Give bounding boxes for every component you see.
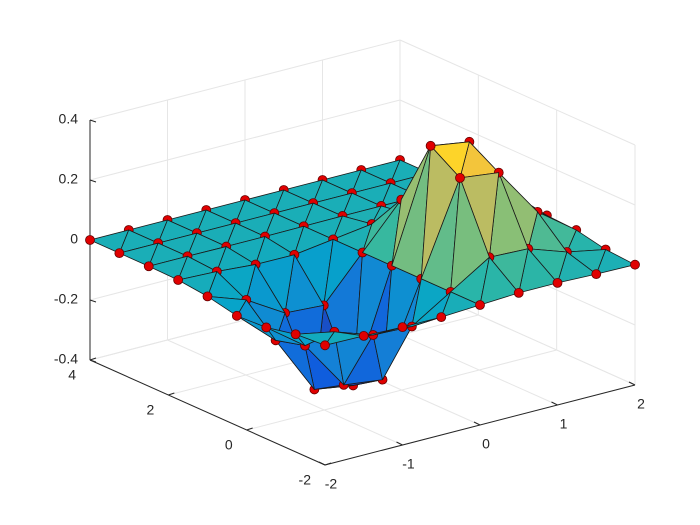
y-tick (89, 357, 97, 361)
x-tick (473, 421, 481, 426)
data-marker (475, 300, 485, 310)
x-tick (628, 381, 636, 386)
grid-line (89, 39, 401, 121)
surface-face (177, 271, 218, 297)
grid-line (399, 39, 636, 146)
data-marker (114, 248, 125, 259)
z-tick (89, 179, 97, 183)
data-marker (85, 235, 95, 245)
x-tick (551, 401, 558, 406)
data-marker (202, 291, 213, 302)
y-tick (168, 392, 175, 396)
data-marker (436, 312, 447, 323)
x-tick-label: 1 (560, 416, 568, 432)
data-marker (290, 329, 301, 340)
data-marker (261, 322, 272, 333)
grid-line (246, 349, 557, 431)
data-marker (231, 310, 242, 321)
data-marker (320, 340, 330, 351)
z-tick-label: 0 (70, 231, 78, 247)
data-marker (173, 275, 184, 285)
data-marker (397, 322, 408, 333)
grid-line (167, 339, 403, 446)
z-tick (89, 299, 97, 303)
data-marker (630, 259, 640, 270)
y-tick (324, 462, 332, 466)
data-marker (552, 277, 563, 288)
surface-face (479, 256, 520, 306)
z-tick-label: 0.4 (59, 111, 79, 127)
data-marker (513, 287, 524, 298)
x-tick (318, 461, 326, 466)
data-marker (425, 140, 436, 151)
z-tick-label: 0.2 (59, 171, 79, 187)
z-tick (89, 359, 97, 363)
y-axis (89, 359, 326, 466)
data-marker (358, 330, 369, 341)
surface-face (236, 315, 277, 341)
y-tick-label: -2 (299, 472, 312, 488)
y-tick-label: 4 (68, 367, 76, 383)
z-tick-label: -0.4 (54, 351, 78, 367)
data-marker (455, 172, 465, 183)
grid-line (89, 99, 401, 181)
grid-line (399, 99, 636, 206)
y-tick-label: 0 (225, 437, 233, 453)
x-tick-label: -2 (325, 476, 338, 492)
surface-face (324, 331, 365, 346)
data-marker (143, 261, 154, 272)
surface-face (440, 291, 481, 318)
data-marker (591, 269, 602, 280)
x-tick-label: 2 (637, 396, 645, 412)
y-tick (246, 427, 253, 431)
x-tick-label: 0 (482, 436, 490, 452)
x-tick (396, 441, 403, 446)
y-tick-label: 2 (147, 402, 155, 418)
z-tick (89, 119, 97, 123)
z-tick-label: -0.2 (54, 291, 78, 307)
x-tick-label: -1 (402, 456, 415, 472)
